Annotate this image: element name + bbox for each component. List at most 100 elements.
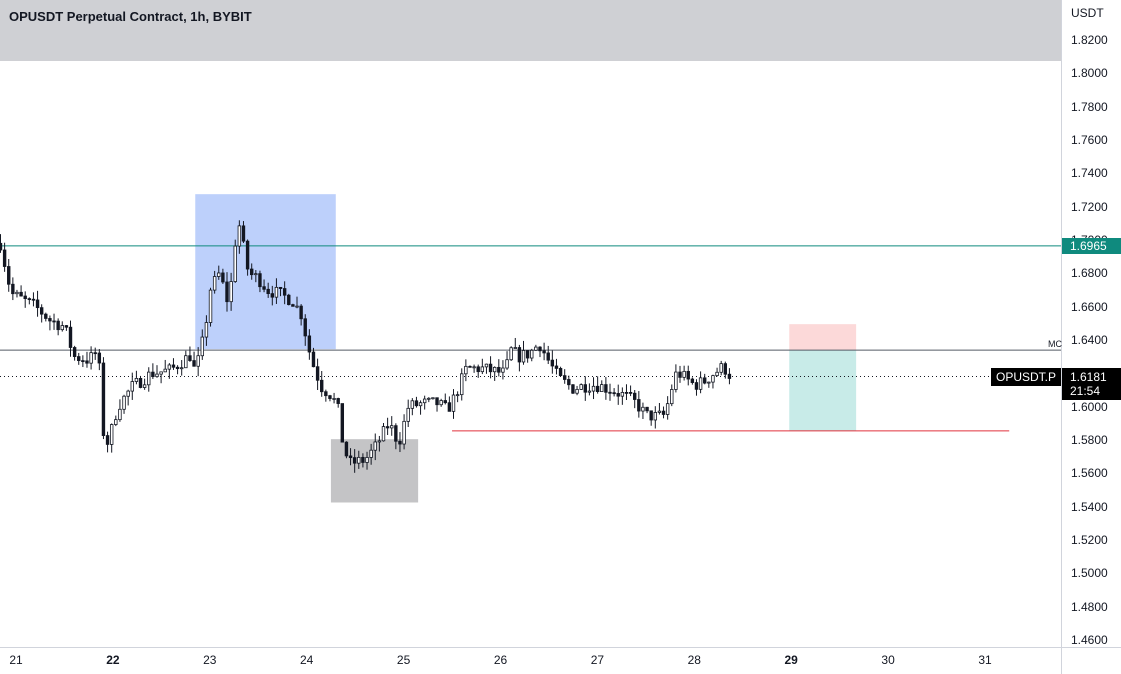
blue-zone xyxy=(195,194,336,350)
candle-body xyxy=(357,456,361,464)
candle-body xyxy=(365,457,369,463)
candle-body xyxy=(134,377,139,382)
candle-body xyxy=(114,419,118,425)
mc-line-label: MC xyxy=(1048,339,1062,350)
candle-body xyxy=(554,365,559,369)
plot-area[interactable] xyxy=(0,0,1061,647)
candle-body xyxy=(35,299,40,309)
candle-body xyxy=(665,403,670,415)
price-tick-label: 1.8200 xyxy=(1071,33,1108,47)
candle-body xyxy=(492,366,497,373)
candle-body xyxy=(188,355,192,361)
time-tick-label: 30 xyxy=(881,653,895,667)
candle-body xyxy=(394,425,398,442)
currency-label[interactable]: USDT xyxy=(1071,6,1104,20)
candle-body xyxy=(612,392,616,395)
candle-body xyxy=(270,293,275,298)
candle-body xyxy=(340,403,345,443)
candle-body xyxy=(674,371,678,390)
time-tick-label: 25 xyxy=(396,653,411,667)
candle-body xyxy=(266,288,270,295)
candle-body xyxy=(15,291,19,295)
candle-body xyxy=(212,276,217,291)
time-tick-label: 27 xyxy=(590,653,605,667)
candle-body xyxy=(443,400,447,404)
chart-svg[interactable] xyxy=(0,0,1061,647)
price-tick-label: 1.6600 xyxy=(1071,299,1108,314)
candle-body xyxy=(175,366,180,370)
time-axis[interactable] xyxy=(0,647,1061,674)
candle-body xyxy=(315,366,320,381)
candle-body xyxy=(44,313,48,319)
candle-body xyxy=(332,398,336,400)
candle-body xyxy=(727,373,732,379)
candle-body xyxy=(361,456,365,463)
last-price-value: 1.6181 xyxy=(1070,369,1107,384)
candle-body xyxy=(385,426,390,429)
candle-body xyxy=(217,272,221,277)
candle-body xyxy=(196,355,200,367)
candle-body xyxy=(258,273,262,288)
candle-body xyxy=(328,395,332,399)
candle-body xyxy=(27,298,32,301)
candle-body xyxy=(517,347,522,363)
candle-body xyxy=(464,365,468,375)
candle-body xyxy=(604,384,608,393)
candle-body xyxy=(661,410,666,415)
candle-body xyxy=(402,420,406,445)
candle-body xyxy=(381,426,386,442)
candle-body xyxy=(85,360,89,364)
candle-body xyxy=(105,435,110,445)
candle-body xyxy=(171,364,176,368)
candle-body xyxy=(93,352,97,355)
candle-body xyxy=(274,286,279,298)
price-axis[interactable] xyxy=(1061,0,1121,647)
candle-body xyxy=(694,382,699,390)
time-tick-label: 28 xyxy=(687,653,701,667)
candle-body xyxy=(488,363,493,373)
candle-body xyxy=(303,318,307,337)
candle-body xyxy=(472,366,476,369)
candle-body xyxy=(620,392,625,397)
candle-body xyxy=(287,294,291,306)
candle-body xyxy=(707,381,711,384)
candle-body xyxy=(151,371,155,378)
candle-body xyxy=(72,347,77,357)
candle-body xyxy=(398,440,402,445)
candle-body xyxy=(550,359,555,367)
candle-body xyxy=(505,359,509,369)
candle-body xyxy=(282,288,287,296)
candle-body xyxy=(311,351,316,368)
candle-body xyxy=(39,307,44,315)
candle-body xyxy=(501,367,505,373)
candle-body xyxy=(460,373,464,396)
price-tick-label: 1.5200 xyxy=(1071,533,1108,547)
candle-body xyxy=(682,370,686,378)
candle-body xyxy=(159,371,163,375)
candle-body xyxy=(147,371,151,386)
candle-body xyxy=(101,362,106,436)
price-tick-label: 1.5600 xyxy=(1071,466,1108,481)
candle-body xyxy=(600,384,604,392)
candle-body xyxy=(200,336,204,357)
candle-body xyxy=(686,370,690,380)
candle-body xyxy=(616,393,620,397)
candle-body xyxy=(320,379,324,393)
candle-body xyxy=(68,326,73,348)
candle-body xyxy=(628,392,633,394)
candle-body xyxy=(262,286,266,290)
candle-body xyxy=(595,385,600,392)
candle-body xyxy=(497,366,501,373)
candle-body xyxy=(480,366,485,373)
time-tick-label: 29 xyxy=(784,653,798,667)
candle-body xyxy=(558,368,563,377)
candle-body xyxy=(163,368,167,373)
candle-body xyxy=(530,349,534,359)
header-band xyxy=(0,0,1061,61)
candle-body xyxy=(250,268,254,276)
price-tick-label: 1.7600 xyxy=(1071,133,1108,147)
candle-body xyxy=(571,384,575,394)
candle-body xyxy=(690,378,695,383)
countdown-timer: 21:54 xyxy=(1070,383,1101,398)
candle-body xyxy=(641,406,645,412)
